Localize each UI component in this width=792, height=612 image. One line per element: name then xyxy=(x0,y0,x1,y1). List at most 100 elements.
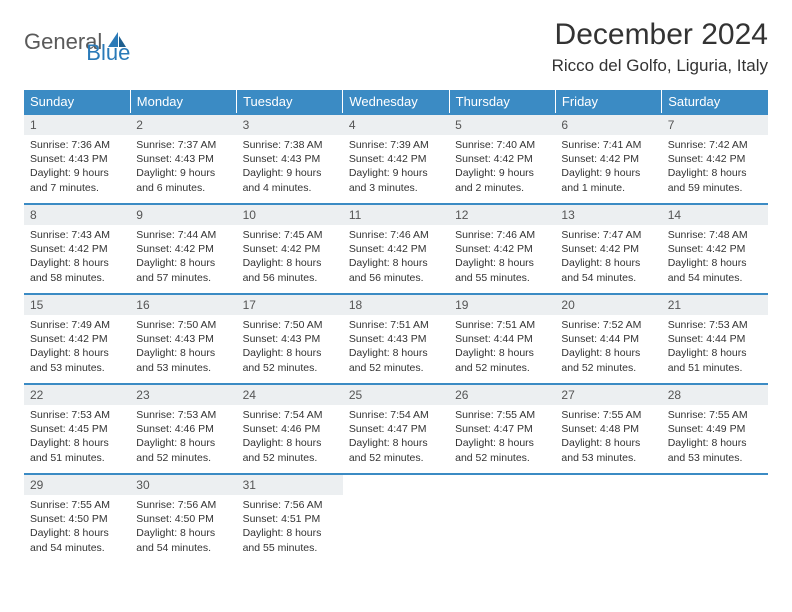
day-line-d2: and 51 minutes. xyxy=(30,451,124,465)
day-details: Sunrise: 7:47 AMSunset: 4:42 PMDaylight:… xyxy=(555,225,661,291)
day-line-sr: Sunrise: 7:56 AM xyxy=(136,498,230,512)
calendar-day-cell: 2Sunrise: 7:37 AMSunset: 4:43 PMDaylight… xyxy=(130,114,236,204)
day-line-ss: Sunset: 4:43 PM xyxy=(136,152,230,166)
day-line-d2: and 54 minutes. xyxy=(30,541,124,555)
day-line-sr: Sunrise: 7:52 AM xyxy=(561,318,655,332)
day-number: 26 xyxy=(449,385,555,405)
day-details: Sunrise: 7:55 AMSunset: 4:50 PMDaylight:… xyxy=(24,495,130,561)
day-details: Sunrise: 7:54 AMSunset: 4:46 PMDaylight:… xyxy=(237,405,343,471)
day-number: 2 xyxy=(130,115,236,135)
day-line-d2: and 7 minutes. xyxy=(30,181,124,195)
calendar-day-cell: 30Sunrise: 7:56 AMSunset: 4:50 PMDayligh… xyxy=(130,474,236,564)
day-details: Sunrise: 7:55 AMSunset: 4:48 PMDaylight:… xyxy=(555,405,661,471)
day-number: 6 xyxy=(555,115,661,135)
day-number: 28 xyxy=(662,385,768,405)
day-line-ss: Sunset: 4:51 PM xyxy=(243,512,337,526)
brand-logo: General Blue xyxy=(24,18,130,66)
calendar-day-cell: 11Sunrise: 7:46 AMSunset: 4:42 PMDayligh… xyxy=(343,204,449,294)
day-line-sr: Sunrise: 7:41 AM xyxy=(561,138,655,152)
day-line-d1: Daylight: 8 hours xyxy=(243,256,337,270)
calendar-day-cell: 12Sunrise: 7:46 AMSunset: 4:42 PMDayligh… xyxy=(449,204,555,294)
day-details: Sunrise: 7:37 AMSunset: 4:43 PMDaylight:… xyxy=(130,135,236,201)
day-line-ss: Sunset: 4:43 PM xyxy=(136,332,230,346)
day-line-ss: Sunset: 4:42 PM xyxy=(668,242,762,256)
calendar-day-cell: 26Sunrise: 7:55 AMSunset: 4:47 PMDayligh… xyxy=(449,384,555,474)
day-line-sr: Sunrise: 7:42 AM xyxy=(668,138,762,152)
day-details: Sunrise: 7:51 AMSunset: 4:43 PMDaylight:… xyxy=(343,315,449,381)
day-details: Sunrise: 7:48 AMSunset: 4:42 PMDaylight:… xyxy=(662,225,768,291)
day-line-ss: Sunset: 4:50 PM xyxy=(30,512,124,526)
day-line-d2: and 52 minutes. xyxy=(349,451,443,465)
day-details: Sunrise: 7:50 AMSunset: 4:43 PMDaylight:… xyxy=(237,315,343,381)
day-number: 20 xyxy=(555,295,661,315)
calendar-day-cell: 3Sunrise: 7:38 AMSunset: 4:43 PMDaylight… xyxy=(237,114,343,204)
calendar-day-cell: 13Sunrise: 7:47 AMSunset: 4:42 PMDayligh… xyxy=(555,204,661,294)
day-line-sr: Sunrise: 7:55 AM xyxy=(30,498,124,512)
day-line-d2: and 53 minutes. xyxy=(668,451,762,465)
day-line-d2: and 2 minutes. xyxy=(455,181,549,195)
day-number: 15 xyxy=(24,295,130,315)
calendar-day-cell: 25Sunrise: 7:54 AMSunset: 4:47 PMDayligh… xyxy=(343,384,449,474)
day-number: 10 xyxy=(237,205,343,225)
day-details: Sunrise: 7:41 AMSunset: 4:42 PMDaylight:… xyxy=(555,135,661,201)
day-line-d1: Daylight: 8 hours xyxy=(30,256,124,270)
day-line-d2: and 52 minutes. xyxy=(243,361,337,375)
day-line-ss: Sunset: 4:42 PM xyxy=(30,242,124,256)
day-number: 19 xyxy=(449,295,555,315)
day-details: Sunrise: 7:42 AMSunset: 4:42 PMDaylight:… xyxy=(662,135,768,201)
day-line-d1: Daylight: 8 hours xyxy=(561,436,655,450)
calendar-day-cell xyxy=(662,474,768,564)
calendar-day-cell: 29Sunrise: 7:55 AMSunset: 4:50 PMDayligh… xyxy=(24,474,130,564)
day-details: Sunrise: 7:53 AMSunset: 4:45 PMDaylight:… xyxy=(24,405,130,471)
day-number: 30 xyxy=(130,475,236,495)
day-line-d2: and 56 minutes. xyxy=(349,271,443,285)
day-details: Sunrise: 7:46 AMSunset: 4:42 PMDaylight:… xyxy=(449,225,555,291)
day-line-d2: and 55 minutes. xyxy=(243,541,337,555)
weekday-header: Wednesday xyxy=(343,90,449,114)
day-number: 7 xyxy=(662,115,768,135)
day-line-d1: Daylight: 9 hours xyxy=(561,166,655,180)
day-line-ss: Sunset: 4:45 PM xyxy=(30,422,124,436)
day-line-d1: Daylight: 8 hours xyxy=(561,346,655,360)
day-line-ss: Sunset: 4:42 PM xyxy=(455,242,549,256)
day-line-ss: Sunset: 4:42 PM xyxy=(561,152,655,166)
day-line-d1: Daylight: 8 hours xyxy=(561,256,655,270)
day-line-d1: Daylight: 8 hours xyxy=(349,346,443,360)
day-line-d1: Daylight: 8 hours xyxy=(243,436,337,450)
calendar-day-cell: 27Sunrise: 7:55 AMSunset: 4:48 PMDayligh… xyxy=(555,384,661,474)
calendar-day-cell: 20Sunrise: 7:52 AMSunset: 4:44 PMDayligh… xyxy=(555,294,661,384)
day-number: 25 xyxy=(343,385,449,405)
calendar-day-cell: 5Sunrise: 7:40 AMSunset: 4:42 PMDaylight… xyxy=(449,114,555,204)
day-line-d1: Daylight: 8 hours xyxy=(349,256,443,270)
day-line-d2: and 1 minute. xyxy=(561,181,655,195)
day-line-ss: Sunset: 4:42 PM xyxy=(136,242,230,256)
day-line-ss: Sunset: 4:47 PM xyxy=(349,422,443,436)
month-title: December 2024 xyxy=(552,18,768,52)
day-line-sr: Sunrise: 7:51 AM xyxy=(349,318,443,332)
day-number: 12 xyxy=(449,205,555,225)
day-line-d2: and 52 minutes. xyxy=(136,451,230,465)
day-line-sr: Sunrise: 7:38 AM xyxy=(243,138,337,152)
day-line-ss: Sunset: 4:42 PM xyxy=(349,242,443,256)
calendar-day-cell: 31Sunrise: 7:56 AMSunset: 4:51 PMDayligh… xyxy=(237,474,343,564)
day-line-ss: Sunset: 4:47 PM xyxy=(455,422,549,436)
weekday-header: Monday xyxy=(130,90,236,114)
day-line-d1: Daylight: 8 hours xyxy=(30,526,124,540)
calendar-week-row: 22Sunrise: 7:53 AMSunset: 4:45 PMDayligh… xyxy=(24,384,768,474)
day-line-d1: Daylight: 9 hours xyxy=(136,166,230,180)
day-line-sr: Sunrise: 7:55 AM xyxy=(455,408,549,422)
day-details: Sunrise: 7:55 AMSunset: 4:47 PMDaylight:… xyxy=(449,405,555,471)
day-line-d2: and 52 minutes. xyxy=(349,361,443,375)
weekday-header: Thursday xyxy=(449,90,555,114)
day-line-ss: Sunset: 4:46 PM xyxy=(243,422,337,436)
day-details: Sunrise: 7:56 AMSunset: 4:51 PMDaylight:… xyxy=(237,495,343,561)
day-number: 1 xyxy=(24,115,130,135)
day-line-sr: Sunrise: 7:39 AM xyxy=(349,138,443,152)
day-line-sr: Sunrise: 7:54 AM xyxy=(243,408,337,422)
day-line-d2: and 54 minutes. xyxy=(668,271,762,285)
weekday-header: Saturday xyxy=(662,90,768,114)
day-line-ss: Sunset: 4:42 PM xyxy=(30,332,124,346)
day-line-d1: Daylight: 8 hours xyxy=(455,346,549,360)
calendar-day-cell: 23Sunrise: 7:53 AMSunset: 4:46 PMDayligh… xyxy=(130,384,236,474)
day-line-d1: Daylight: 8 hours xyxy=(30,436,124,450)
